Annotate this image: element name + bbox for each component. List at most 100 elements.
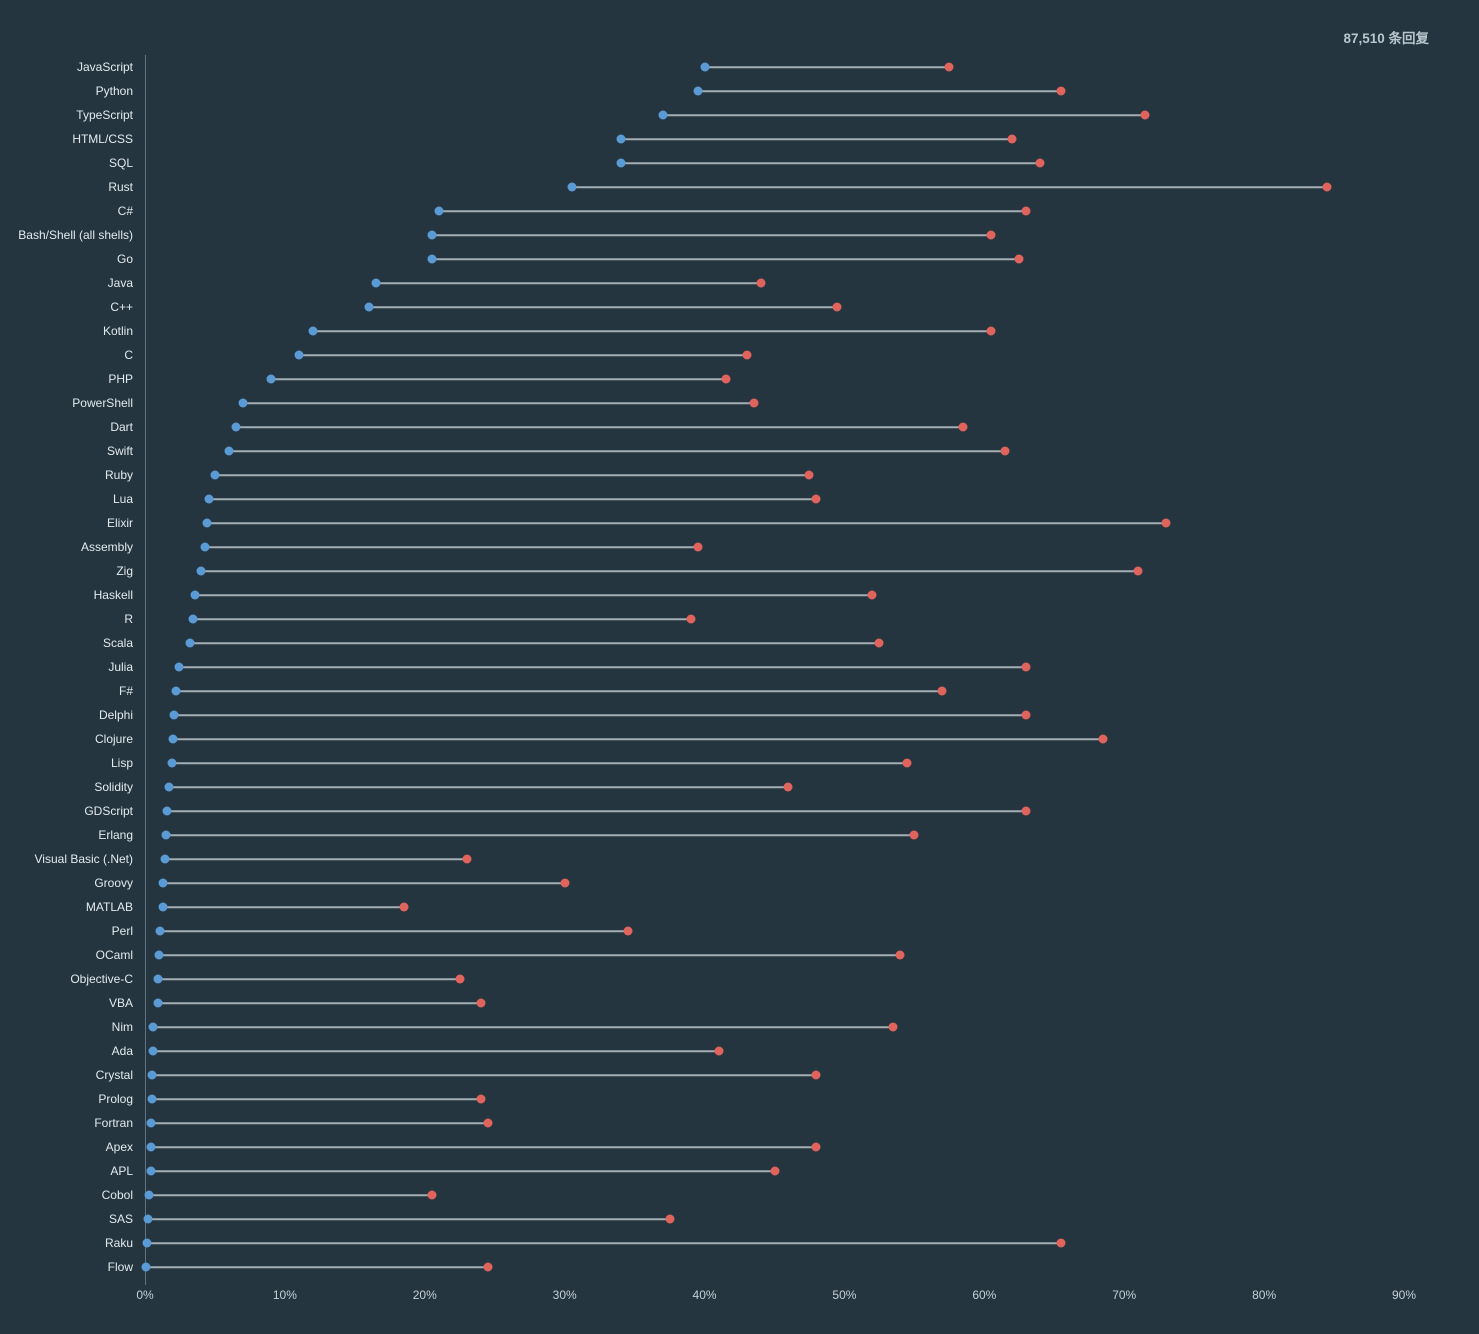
blue-dot[interactable] [155, 926, 165, 936]
blue-dot[interactable] [238, 398, 248, 408]
red-dot[interactable] [483, 1262, 493, 1272]
blue-dot[interactable] [141, 1262, 151, 1272]
red-dot[interactable] [811, 494, 821, 504]
red-dot[interactable] [1021, 710, 1031, 720]
blue-dot[interactable] [146, 1142, 156, 1152]
red-dot[interactable] [399, 902, 409, 912]
red-dot[interactable] [888, 1022, 898, 1032]
blue-dot[interactable] [658, 110, 668, 120]
blue-dot[interactable] [190, 590, 200, 600]
red-dot[interactable] [909, 830, 919, 840]
red-dot[interactable] [1021, 806, 1031, 816]
blue-dot[interactable] [158, 878, 168, 888]
red-dot[interactable] [686, 614, 696, 624]
red-dot[interactable] [811, 1070, 821, 1080]
red-dot[interactable] [867, 590, 877, 600]
red-dot[interactable] [811, 1142, 821, 1152]
blue-dot[interactable] [693, 86, 703, 96]
blue-dot[interactable] [210, 470, 220, 480]
blue-dot[interactable] [371, 278, 381, 288]
blue-dot[interactable] [174, 662, 184, 672]
red-dot[interactable] [476, 1094, 486, 1104]
red-dot[interactable] [721, 374, 731, 384]
blue-dot[interactable] [616, 158, 626, 168]
red-dot[interactable] [874, 638, 884, 648]
blue-dot[interactable] [160, 854, 170, 864]
red-dot[interactable] [427, 1190, 437, 1200]
red-dot[interactable] [483, 1118, 493, 1128]
red-dot[interactable] [714, 1046, 724, 1056]
red-dot[interactable] [1133, 566, 1143, 576]
red-dot[interactable] [986, 326, 996, 336]
red-dot[interactable] [476, 998, 486, 1008]
blue-dot[interactable] [162, 806, 172, 816]
red-dot[interactable] [770, 1166, 779, 1176]
red-dot[interactable] [1014, 254, 1024, 264]
red-dot[interactable] [783, 782, 793, 792]
red-dot[interactable] [1322, 182, 1332, 192]
red-dot[interactable] [665, 1214, 675, 1224]
red-dot[interactable] [1140, 110, 1150, 120]
blue-dot[interactable] [146, 1166, 156, 1176]
red-dot[interactable] [693, 542, 703, 552]
blue-dot[interactable] [168, 734, 178, 744]
red-dot[interactable] [1056, 1238, 1066, 1248]
red-dot[interactable] [749, 398, 759, 408]
red-dot[interactable] [1161, 518, 1171, 528]
blue-dot[interactable] [143, 1214, 153, 1224]
blue-dot[interactable] [164, 782, 174, 792]
blue-dot[interactable] [427, 230, 437, 240]
red-dot[interactable] [1098, 734, 1108, 744]
blue-dot[interactable] [148, 1022, 158, 1032]
blue-dot[interactable] [171, 686, 181, 696]
blue-dot[interactable] [158, 902, 168, 912]
blue-dot[interactable] [144, 1190, 154, 1200]
red-dot[interactable] [1035, 158, 1045, 168]
red-dot[interactable] [1000, 446, 1010, 456]
blue-dot[interactable] [167, 758, 177, 768]
red-dot[interactable] [895, 950, 905, 960]
blue-dot[interactable] [147, 1094, 157, 1104]
blue-dot[interactable] [188, 614, 198, 624]
blue-dot[interactable] [196, 566, 206, 576]
red-dot[interactable] [623, 926, 633, 936]
blue-dot[interactable] [153, 998, 163, 1008]
red-dot[interactable] [986, 230, 996, 240]
red-dot[interactable] [1021, 206, 1031, 216]
blue-dot[interactable] [224, 446, 234, 456]
red-dot[interactable] [462, 854, 472, 864]
blue-dot[interactable] [202, 518, 212, 528]
blue-dot[interactable] [161, 830, 171, 840]
blue-dot[interactable] [294, 350, 304, 360]
red-dot[interactable] [832, 302, 842, 312]
red-dot[interactable] [560, 878, 570, 888]
blue-dot[interactable] [148, 1046, 158, 1056]
blue-dot[interactable] [308, 326, 318, 336]
red-dot[interactable] [902, 758, 912, 768]
blue-dot[interactable] [231, 422, 241, 432]
blue-dot[interactable] [147, 1070, 157, 1080]
blue-dot[interactable] [169, 710, 179, 720]
blue-dot[interactable] [142, 1238, 152, 1248]
blue-dot[interactable] [434, 206, 444, 216]
blue-dot[interactable] [266, 374, 276, 384]
blue-dot[interactable] [185, 638, 195, 648]
red-dot[interactable] [958, 422, 968, 432]
blue-dot[interactable] [153, 974, 163, 984]
blue-dot[interactable] [146, 1118, 156, 1128]
red-dot[interactable] [455, 974, 465, 984]
blue-dot[interactable] [204, 494, 214, 504]
blue-dot[interactable] [616, 134, 626, 144]
blue-dot[interactable] [154, 950, 164, 960]
red-dot[interactable] [1007, 134, 1017, 144]
red-dot[interactable] [756, 278, 765, 288]
blue-dot[interactable] [700, 62, 710, 72]
red-dot[interactable] [944, 62, 954, 72]
red-dot[interactable] [804, 470, 814, 480]
red-dot[interactable] [742, 350, 752, 360]
blue-dot[interactable] [567, 182, 577, 192]
blue-dot[interactable] [364, 302, 374, 312]
blue-dot[interactable] [427, 254, 437, 264]
red-dot[interactable] [1021, 662, 1031, 672]
red-dot[interactable] [937, 686, 947, 696]
